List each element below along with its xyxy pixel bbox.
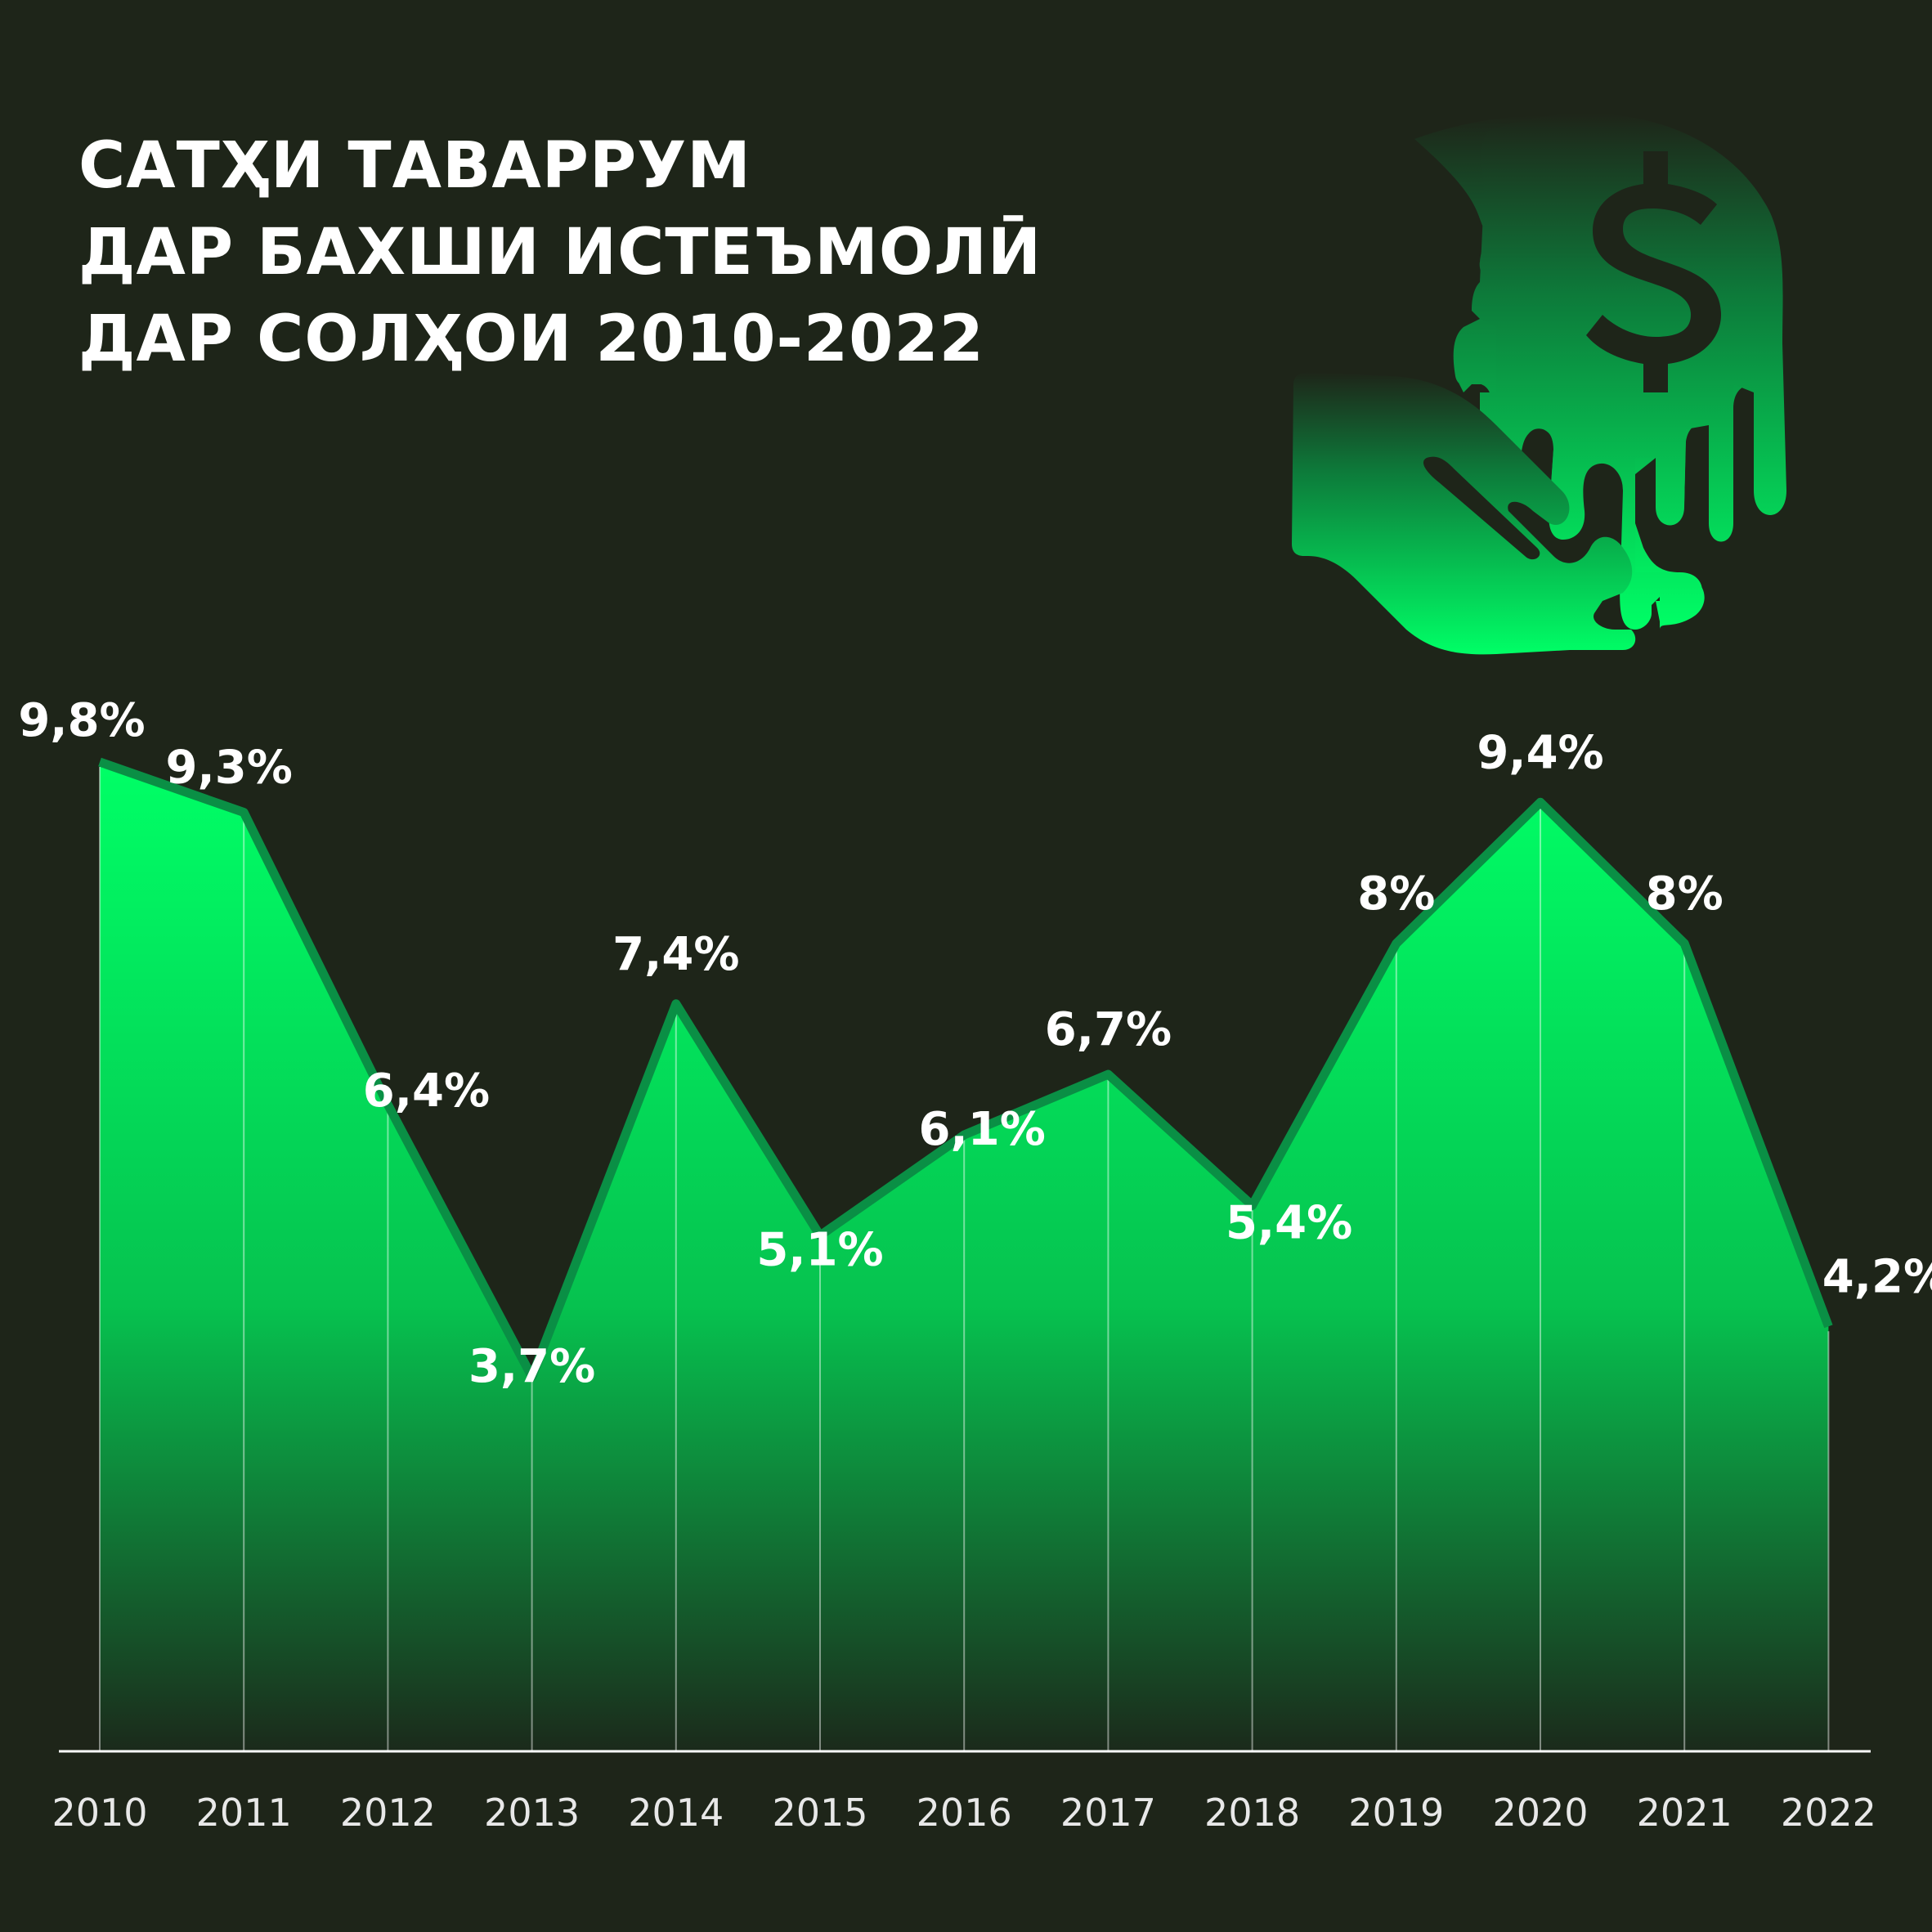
value-label-2019: 8% [1357, 867, 1435, 921]
value-label-2022: 4,2% [1822, 1250, 1932, 1303]
x-tick-label-2012: 2012 [340, 1791, 436, 1835]
x-tick-label-2022: 2022 [1781, 1791, 1876, 1835]
vertical-gridlines [99, 767, 1830, 1751]
value-label-2021: 8% [1646, 867, 1724, 921]
x-tick-label-2017: 2017 [1060, 1791, 1156, 1835]
value-label-2012: 6,4% [363, 1065, 490, 1118]
value-label-2011: 9,3% [166, 742, 293, 795]
x-tick-label-2013: 2013 [484, 1791, 580, 1835]
value-label-2017: 6,7% [1045, 1003, 1172, 1056]
area-fill [100, 762, 1829, 1751]
x-tick-label-2018: 2018 [1204, 1791, 1300, 1835]
series-line [98, 757, 1833, 1382]
title-line-1: САТҲИ ТАВАРРУМ [78, 129, 751, 203]
x-tick-label-2014: 2014 [628, 1791, 724, 1835]
x-tick-label-2021: 2021 [1637, 1791, 1733, 1835]
x-tick-label-2016: 2016 [917, 1791, 1012, 1835]
x-tick-label-2020: 2020 [1492, 1791, 1588, 1835]
x-axis-tick-labels: 2010 2011 2012 2013 2014 2015 2016 2017 2018 2019… [52, 1791, 1876, 1835]
value-label-2014: 7,4% [612, 928, 739, 981]
value-label-2010: 9,8% [18, 694, 145, 747]
title-line-2: ДАР БАХШИ ИСТЕЪМОЛӢ [78, 216, 1042, 289]
title-line-3: ДАР СОЛҲОИ 2010-2022 [78, 303, 984, 376]
value-label-2013: 3,7% [468, 1340, 595, 1393]
x-tick-label-2015: 2015 [772, 1791, 867, 1835]
chart-title: САТҲИ ТАВАРРУМ ДАР БАХШИ ИСТЕЪМОЛӢ ДАР С… [78, 123, 1042, 383]
value-label-2020: 9,4% [1477, 726, 1603, 779]
value-label-2016: 6,1% [919, 1103, 1046, 1156]
value-labels: 9,8% 9,3% 6,4% 3,7% 7,4% 5,1% 6,1% 6,7% 5,4% 8% 9,… [18, 694, 1932, 1393]
value-label-2015: 5,1% [756, 1223, 883, 1276]
x-tick-label-2011: 2011 [196, 1791, 292, 1835]
value-label-2018: 5,4% [1226, 1196, 1352, 1249]
x-tick-label-2019: 2019 [1348, 1791, 1444, 1835]
x-tick-label-2010: 2010 [52, 1791, 147, 1835]
